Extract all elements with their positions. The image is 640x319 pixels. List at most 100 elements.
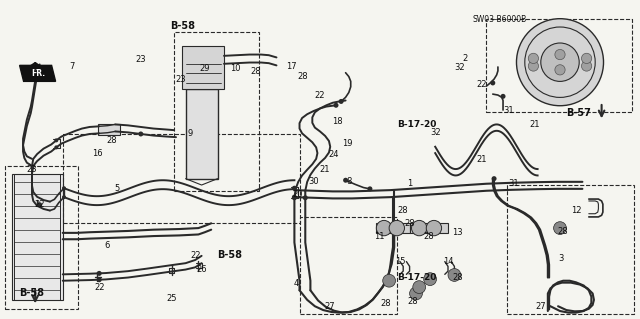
Circle shape: [37, 202, 42, 207]
Text: 2: 2: [463, 54, 468, 63]
Text: 32: 32: [430, 128, 440, 137]
Circle shape: [376, 220, 392, 236]
Circle shape: [413, 281, 426, 293]
Text: 28: 28: [404, 219, 415, 228]
Text: 22: 22: [315, 91, 325, 100]
Text: 15: 15: [395, 257, 405, 266]
Bar: [98, 124, 120, 135]
Text: 20: 20: [292, 190, 303, 199]
Text: 19: 19: [342, 139, 353, 148]
Circle shape: [303, 195, 308, 200]
Bar: [63, 134, 300, 223]
Text: 1: 1: [407, 179, 412, 188]
Bar: [486, 19, 632, 112]
Circle shape: [333, 103, 339, 108]
Text: 28: 28: [558, 227, 568, 236]
Text: 27: 27: [536, 302, 546, 311]
Text: 12: 12: [571, 206, 581, 215]
Text: 13: 13: [452, 228, 463, 237]
Text: 28: 28: [408, 297, 418, 306]
Circle shape: [367, 186, 372, 191]
Bar: [174, 32, 259, 191]
Text: B-58: B-58: [218, 249, 243, 260]
Text: 17: 17: [286, 63, 296, 71]
Text: 21: 21: [529, 120, 540, 129]
Circle shape: [500, 94, 506, 99]
Circle shape: [541, 43, 579, 81]
Circle shape: [554, 222, 566, 234]
Text: 21: 21: [477, 155, 487, 164]
Circle shape: [426, 220, 442, 236]
Polygon shape: [20, 65, 56, 81]
Circle shape: [292, 195, 297, 200]
Text: B-58: B-58: [170, 20, 195, 31]
Text: 32: 32: [454, 63, 465, 72]
Text: 11: 11: [374, 232, 385, 241]
Text: 28: 28: [424, 232, 434, 241]
Text: 28: 28: [452, 273, 463, 282]
Text: 21: 21: [320, 165, 330, 174]
Circle shape: [292, 186, 297, 191]
Circle shape: [62, 195, 66, 199]
Bar: [12, 174, 63, 300]
Text: 28: 28: [381, 299, 391, 308]
Circle shape: [138, 131, 143, 137]
Text: 25: 25: [166, 294, 177, 303]
Text: 28: 28: [107, 136, 117, 145]
Circle shape: [448, 269, 461, 281]
Text: 31: 31: [504, 106, 514, 115]
Text: 10: 10: [230, 64, 241, 73]
Circle shape: [555, 65, 565, 75]
Circle shape: [555, 49, 565, 60]
Circle shape: [490, 80, 495, 85]
Bar: [376, 223, 410, 233]
Bar: [5, 166, 78, 309]
Circle shape: [424, 273, 436, 286]
Bar: [186, 89, 218, 179]
Text: B-58: B-58: [19, 288, 44, 299]
Text: 27: 27: [324, 302, 335, 311]
Circle shape: [97, 271, 102, 276]
Bar: [410, 223, 448, 233]
Circle shape: [492, 176, 497, 181]
Circle shape: [412, 220, 427, 236]
Circle shape: [54, 138, 58, 142]
Text: 30: 30: [308, 177, 319, 186]
Circle shape: [383, 274, 396, 287]
Bar: [507, 185, 634, 314]
Text: 18: 18: [332, 117, 342, 126]
Text: 22: 22: [477, 80, 487, 89]
Text: 28: 28: [298, 72, 308, 81]
Bar: [182, 46, 224, 89]
Text: 3: 3: [559, 254, 564, 263]
Text: 9: 9: [188, 130, 193, 138]
Text: 14: 14: [443, 257, 453, 266]
Text: 8: 8: [346, 177, 351, 186]
Circle shape: [97, 277, 102, 282]
Circle shape: [582, 53, 592, 63]
Circle shape: [62, 186, 66, 190]
Text: 28: 28: [398, 206, 408, 215]
Text: 22: 22: [190, 251, 200, 260]
Text: 5: 5: [115, 184, 120, 193]
Text: 6: 6: [104, 241, 109, 250]
Text: 22: 22: [35, 200, 45, 209]
Text: 16: 16: [92, 149, 102, 158]
Text: 28: 28: [251, 67, 261, 76]
Text: 4: 4: [294, 279, 299, 288]
Text: 26: 26: [196, 265, 207, 274]
Text: SW03-B6000B: SW03-B6000B: [472, 15, 526, 24]
Bar: [300, 217, 397, 314]
Text: 29: 29: [200, 64, 210, 73]
Text: B-17-20: B-17-20: [397, 120, 436, 129]
Text: FR.: FR.: [31, 69, 45, 78]
Text: 23: 23: [136, 56, 146, 64]
Circle shape: [292, 195, 297, 200]
Circle shape: [528, 61, 538, 71]
Circle shape: [516, 19, 604, 106]
Circle shape: [582, 61, 592, 71]
Text: 23: 23: [175, 75, 186, 84]
Circle shape: [528, 53, 538, 63]
Text: 31: 31: [509, 179, 519, 188]
Circle shape: [389, 220, 404, 236]
